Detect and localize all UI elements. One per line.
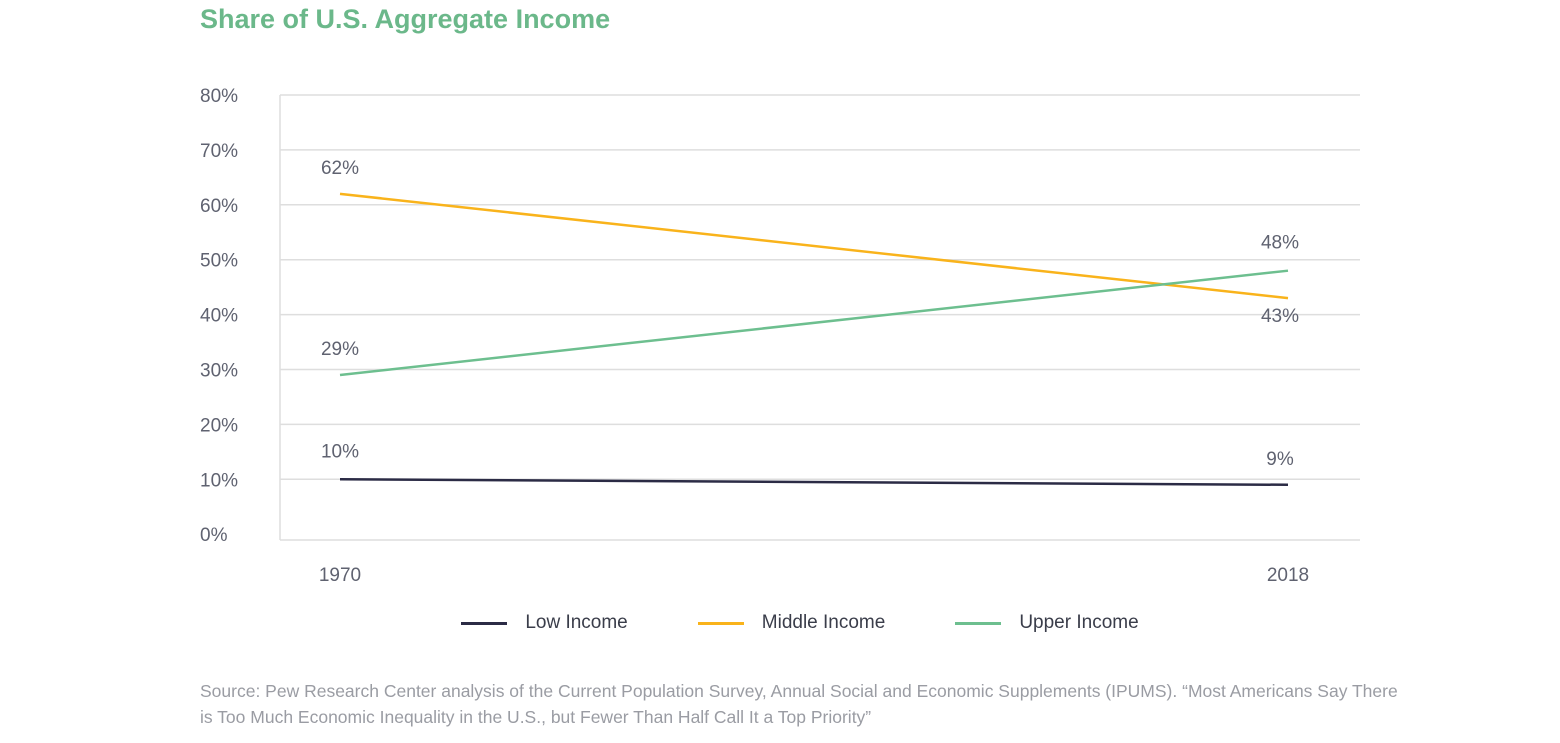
legend-item: Middle Income bbox=[697, 612, 886, 634]
legend: Low Income Middle Income Upper Income bbox=[0, 612, 1560, 634]
legend-item: Upper Income bbox=[955, 612, 1139, 634]
legend-label: Upper Income bbox=[1019, 612, 1139, 633]
data-label: 43% bbox=[1261, 306, 1299, 327]
y-tick-label: 70% bbox=[200, 141, 238, 162]
legend-label: Middle Income bbox=[761, 612, 886, 633]
y-tick-label: 30% bbox=[200, 361, 238, 382]
y-tick-label: 80% bbox=[200, 86, 238, 107]
y-tick-label: 40% bbox=[200, 306, 238, 327]
data-label: 10% bbox=[321, 441, 359, 462]
legend-swatch bbox=[955, 621, 1002, 625]
data-label: 29% bbox=[321, 339, 359, 360]
series-line-low-income bbox=[339, 478, 1289, 487]
chart-title: Share of U.S. Aggregate Income bbox=[200, 4, 611, 34]
x-tick-label: 1970 bbox=[319, 565, 361, 586]
legend-label: Low Income bbox=[525, 612, 628, 633]
legend-swatch bbox=[461, 621, 508, 625]
x-tick-label: 2018 bbox=[1267, 565, 1309, 586]
line-chart: 0% 10% 20% 30% 40% 50% 60% 70% 80% 1970 2018 10% 9% 6… bbox=[200, 86, 1360, 586]
legend-item: Low Income bbox=[461, 612, 628, 634]
y-tick-label: 60% bbox=[200, 196, 238, 217]
data-label: 9% bbox=[1266, 449, 1294, 470]
legend-swatch bbox=[697, 621, 744, 625]
series-line-middle-income bbox=[339, 192, 1289, 300]
data-label: 48% bbox=[1261, 233, 1299, 254]
y-tick-label: 20% bbox=[200, 415, 238, 436]
y-tick-label: 10% bbox=[200, 470, 238, 491]
y-tick-label: 50% bbox=[200, 251, 238, 272]
data-label: 62% bbox=[321, 158, 359, 179]
source-note: Source: Pew Research Center analysis of … bbox=[200, 681, 1398, 727]
y-tick-label: 0% bbox=[200, 525, 228, 546]
series-line-upper-income bbox=[339, 269, 1289, 377]
